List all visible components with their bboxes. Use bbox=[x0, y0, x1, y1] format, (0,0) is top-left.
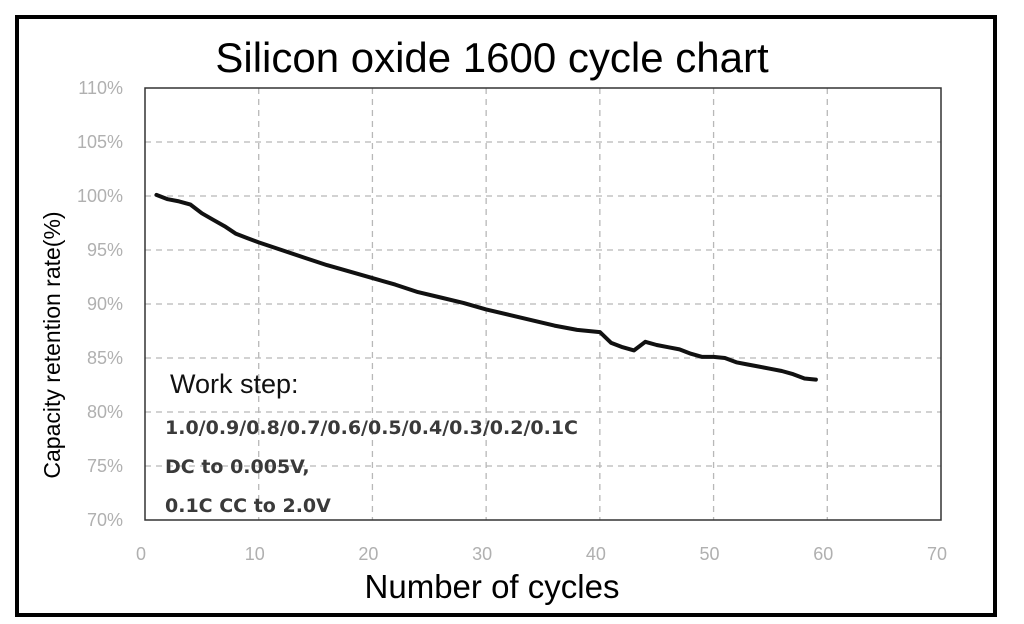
plot-area bbox=[144, 87, 942, 521]
series-layer bbox=[154, 192, 818, 382]
annotation-line-2: DC to 0.005V, bbox=[165, 456, 310, 478]
x-tick-label: 40 bbox=[586, 544, 606, 564]
y-tick-label: 85% bbox=[87, 348, 123, 368]
y-axis-label: Capacity retention rate(%) bbox=[39, 211, 65, 478]
y-tick-label: 110% bbox=[78, 78, 123, 98]
y-tick-label: 100% bbox=[77, 186, 123, 206]
series-line bbox=[154, 192, 818, 382]
chart-title: Silicon oxide 1600 cycle chart bbox=[215, 34, 769, 81]
annotation-heading: Work step: bbox=[170, 369, 299, 399]
x-axis-label: Number of cycles bbox=[365, 568, 620, 605]
y-tick-label: 80% bbox=[87, 402, 123, 422]
y-tick-label: 90% bbox=[87, 294, 123, 314]
x-tick-label: 10 bbox=[245, 544, 265, 564]
y-tick-label: 95% bbox=[87, 240, 123, 260]
y-tick-label: 70% bbox=[87, 510, 123, 530]
x-tick-label: 0 bbox=[136, 544, 146, 564]
x-tick-label: 50 bbox=[700, 544, 720, 564]
y-tick-label: 105% bbox=[77, 132, 123, 152]
x-axis-ticks: 0 10 20 30 40 50 60 70 bbox=[136, 544, 947, 564]
annotation-line-3: 0.1C CC to 2.0V bbox=[165, 495, 331, 517]
x-tick-label: 60 bbox=[813, 544, 833, 564]
grid bbox=[145, 88, 941, 520]
annotation-line-1: 1.0/0.9/0.8/0.7/0.6/0.5/0.4/0.3/0.2/0.1C bbox=[165, 417, 578, 439]
x-tick-label: 70 bbox=[927, 544, 947, 564]
y-tick-label: 75% bbox=[87, 456, 123, 476]
x-tick-label: 20 bbox=[358, 544, 378, 564]
y-axis-ticks: 70% 75% 80% 85% 90% 95% 100% 105% 110% bbox=[77, 78, 123, 530]
x-tick-label: 30 bbox=[472, 544, 492, 564]
